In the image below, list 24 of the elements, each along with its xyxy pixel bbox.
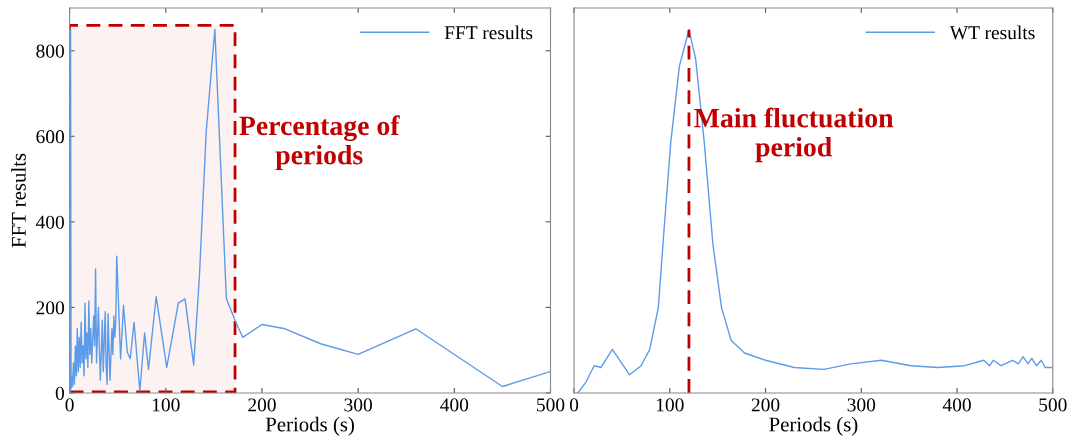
y-tick-label: 600 (36, 130, 65, 144)
legend-label: FFT results (444, 25, 533, 40)
x-tick-label: 200 (248, 398, 276, 412)
x-tick-label: 400 (440, 398, 469, 412)
x-tick-label: 500 (537, 398, 565, 412)
x-tick-label: 0 (65, 398, 74, 412)
ref-line-label: Main fluctuation period (694, 107, 894, 163)
x-tick-label: 300 (847, 398, 876, 412)
band-label: Percentage of periods (239, 115, 400, 171)
x-tick-label: 100 (152, 398, 180, 412)
y-tick-label: 0 (55, 386, 65, 400)
x-tick-label: 200 (751, 398, 780, 412)
y-tick-label: 400 (35, 215, 65, 229)
x-tick-label: 100 (656, 398, 684, 412)
x-axis-title: Periods (s) (769, 416, 858, 436)
x-tick-label: 0 (569, 398, 579, 412)
x-tick-label: 400 (942, 398, 971, 412)
y-tick-label: 200 (36, 301, 65, 315)
x-tick-label: 500 (1039, 398, 1067, 412)
legend-label: WT results (949, 25, 1035, 40)
y-tick-label: 800 (36, 44, 65, 58)
x-tick-label: 300 (344, 398, 372, 412)
y-axis-title: FFT results (11, 153, 26, 248)
x-axis-title: Periods (s) (265, 416, 354, 436)
